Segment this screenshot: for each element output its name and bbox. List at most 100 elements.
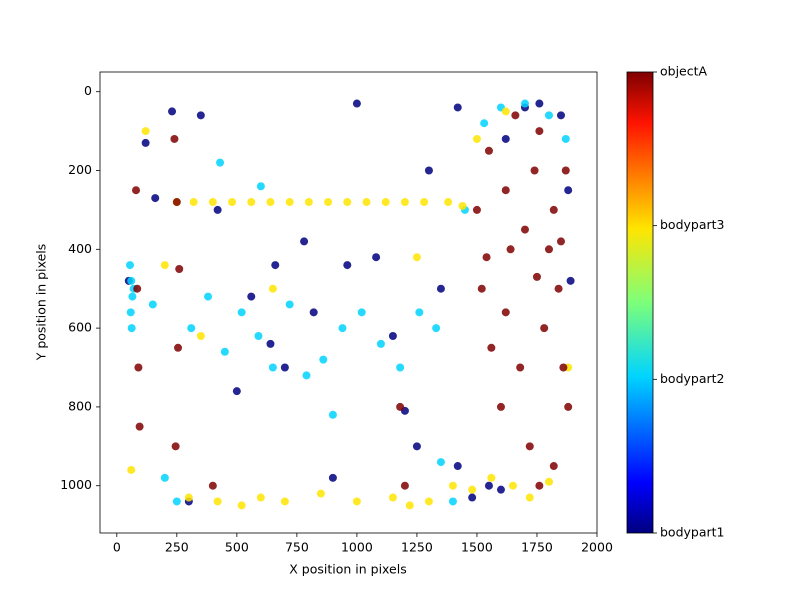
point: [208, 481, 217, 490]
point: [388, 331, 397, 340]
point: [127, 465, 136, 474]
point: [232, 387, 241, 396]
point: [480, 119, 489, 128]
point: [196, 111, 205, 120]
point: [496, 485, 505, 494]
legend-label: bodypart1: [660, 525, 725, 540]
x-axis-label: X position in pixels: [289, 562, 407, 577]
y-tick-label: 1000: [60, 477, 92, 492]
point: [501, 134, 510, 143]
point: [472, 205, 481, 214]
y-tick-label: 800: [68, 398, 92, 413]
points: [124, 99, 575, 510]
point: [132, 186, 141, 195]
point: [477, 284, 486, 293]
point: [525, 493, 534, 502]
point: [530, 166, 539, 175]
point: [420, 198, 429, 207]
point: [482, 253, 491, 262]
point: [268, 284, 277, 293]
point: [535, 99, 544, 108]
point: [566, 276, 575, 285]
point: [487, 343, 496, 352]
point: [189, 198, 198, 207]
point: [535, 481, 544, 490]
point: [556, 237, 565, 246]
point: [216, 158, 225, 167]
point: [400, 481, 409, 490]
point: [133, 284, 142, 293]
point: [468, 485, 477, 494]
point: [309, 308, 318, 317]
point: [300, 237, 309, 246]
point: [237, 308, 246, 317]
point: [135, 422, 144, 431]
point: [128, 292, 137, 301]
point: [213, 497, 222, 506]
point: [171, 442, 180, 451]
point: [271, 261, 280, 270]
point: [196, 331, 205, 340]
point: [268, 363, 277, 372]
point: [448, 481, 457, 490]
legend-label: objectA: [660, 64, 708, 79]
point: [237, 501, 246, 510]
point: [516, 363, 525, 372]
y-tick-label: 0: [84, 83, 92, 98]
point: [532, 272, 541, 281]
point: [160, 261, 169, 270]
point: [170, 134, 179, 143]
point: [561, 166, 570, 175]
y-tick-label: 200: [68, 162, 92, 177]
point: [174, 343, 183, 352]
point: [432, 324, 441, 333]
point: [184, 493, 193, 502]
point: [412, 253, 421, 262]
point: [285, 300, 294, 309]
point: [316, 489, 325, 498]
point: [468, 493, 477, 502]
point: [453, 103, 462, 112]
point: [559, 363, 568, 372]
x-tick-label: 1500: [461, 540, 493, 555]
point: [535, 127, 544, 136]
point: [343, 261, 352, 270]
x-tick-label: 250: [165, 540, 189, 555]
point: [556, 111, 565, 120]
point: [544, 477, 553, 486]
point: [561, 134, 570, 143]
point: [319, 355, 328, 364]
colorbar: [626, 71, 654, 534]
point: [544, 111, 553, 120]
point: [172, 198, 181, 207]
point: [506, 245, 515, 254]
point: [247, 198, 256, 207]
point: [372, 253, 381, 262]
point: [400, 198, 409, 207]
point: [127, 276, 136, 285]
point: [168, 107, 177, 116]
point: [496, 402, 505, 411]
point: [256, 182, 265, 191]
point: [126, 261, 135, 270]
point: [328, 410, 337, 419]
point: [352, 99, 361, 108]
point: [549, 462, 558, 471]
point: [228, 198, 237, 207]
point: [134, 363, 143, 372]
point: [424, 497, 433, 506]
point: [141, 127, 150, 136]
point: [453, 462, 462, 471]
point: [213, 205, 222, 214]
point: [484, 146, 493, 155]
point: [208, 198, 217, 207]
point: [126, 308, 135, 317]
point: [304, 198, 313, 207]
point: [501, 308, 510, 317]
point: [448, 497, 457, 506]
point: [285, 198, 294, 207]
point: [412, 442, 421, 451]
point: [511, 111, 520, 120]
point: [564, 402, 573, 411]
